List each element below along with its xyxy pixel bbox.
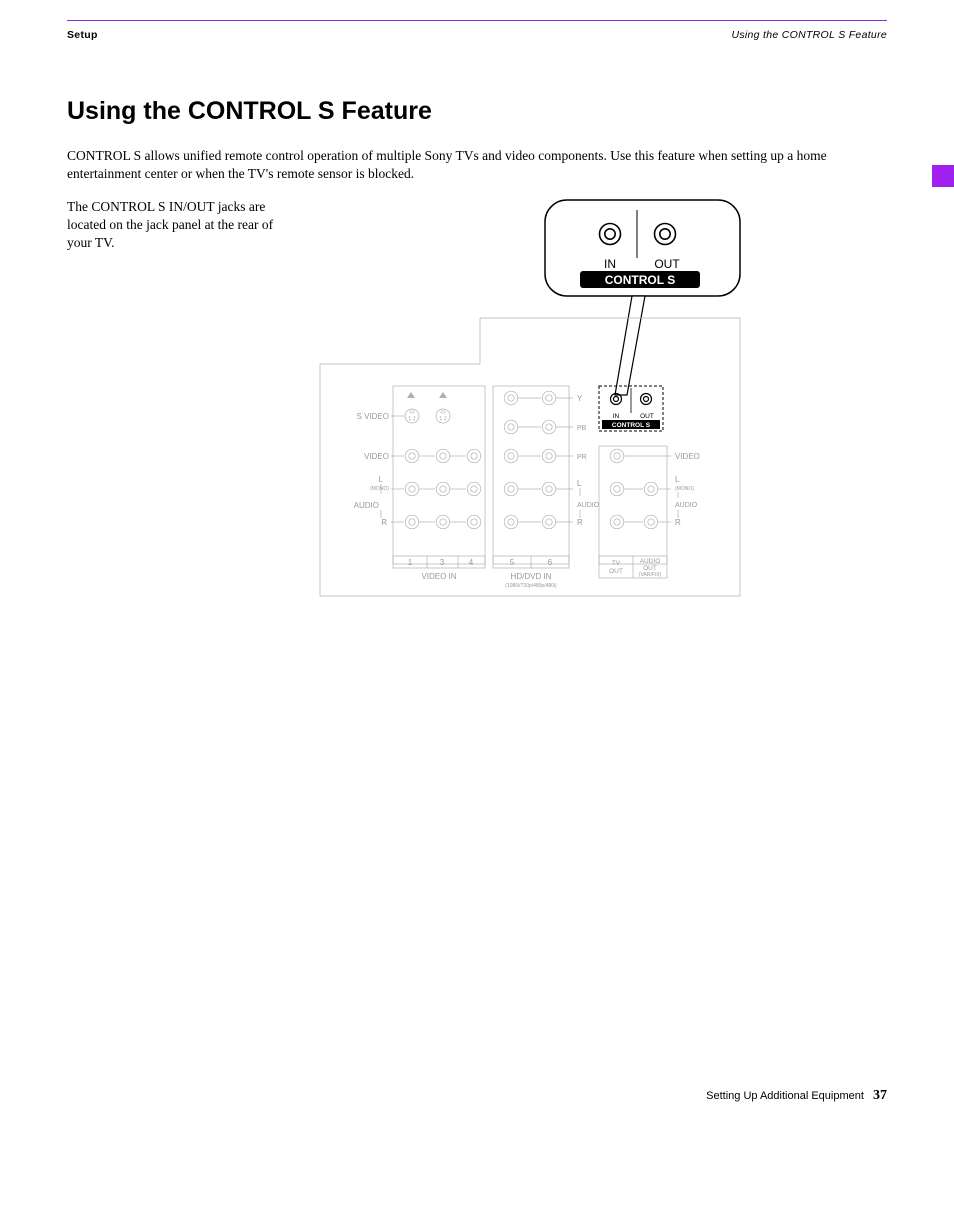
- callout-in-label: IN: [604, 257, 616, 271]
- label-video-left: VIDEO: [364, 452, 389, 461]
- callout-banner-label: CONTROL S: [605, 273, 675, 287]
- svg-text:AUDIO: AUDIO: [675, 502, 698, 509]
- intro-paragraph: CONTROL S allows unified remote control …: [67, 147, 887, 183]
- svg-text:PR: PR: [577, 454, 587, 461]
- right-column: IN OUT CONTROL S: [315, 198, 887, 618]
- jacks-paragraph: The CONTROL S IN/OUT jacks are located o…: [67, 198, 287, 253]
- label-hddvd-sub: (1080i/720p/480p/480i): [505, 583, 557, 589]
- header-left: Setup: [67, 29, 98, 41]
- svg-text:1: 1: [408, 558, 413, 567]
- svg-text:OUT: OUT: [643, 565, 657, 572]
- page: Setup Using the CONTROL S Feature Using …: [0, 0, 954, 1164]
- svg-text:OUT: OUT: [609, 568, 623, 575]
- header-right: Using the CONTROL S Feature: [731, 29, 887, 41]
- svg-text:AUDIO: AUDIO: [640, 558, 661, 565]
- svg-text:PB: PB: [577, 425, 587, 432]
- svg-text:(VAR/FIX): (VAR/FIX): [639, 572, 662, 578]
- label-hddvd-in: HD/DVD IN: [511, 572, 552, 581]
- callout-bubble: IN OUT CONTROL S: [545, 200, 740, 395]
- label-video-in: VIDEO IN: [421, 572, 456, 581]
- side-tab: [932, 165, 954, 187]
- svg-text:3: 3: [440, 558, 445, 567]
- footer: Setting Up Additional Equipment 37: [67, 1088, 887, 1104]
- svg-text:R: R: [675, 518, 681, 527]
- label-l-left: L: [379, 475, 384, 484]
- svg-text:L: L: [577, 479, 582, 488]
- svg-text:OUT: OUT: [640, 413, 654, 420]
- svg-text:R: R: [577, 518, 583, 527]
- left-column: The CONTROL S IN/OUT jacks are located o…: [67, 198, 287, 267]
- svg-text:(MONO): (MONO): [675, 486, 694, 492]
- svg-text:5: 5: [510, 558, 515, 567]
- footer-page: 37: [873, 1088, 887, 1103]
- svg-text:VIDEO: VIDEO: [675, 452, 700, 461]
- label-audio-left: AUDIO: [354, 501, 379, 510]
- footer-text: Setting Up Additional Equipment: [706, 1090, 864, 1102]
- svg-text:IN: IN: [613, 413, 620, 420]
- label-mono-left: (MONO): [370, 486, 389, 492]
- rear-panel-diagram: IN OUT CONTROL S: [315, 198, 745, 618]
- svg-text:4: 4: [469, 558, 474, 567]
- label-svideo: S VIDEO: [357, 412, 389, 421]
- svg-text:Y: Y: [577, 394, 583, 403]
- content-row: The CONTROL S IN/OUT jacks are located o…: [67, 198, 887, 618]
- svg-text:TV: TV: [612, 560, 621, 567]
- svg-text:AUDIO: AUDIO: [577, 502, 600, 509]
- svg-text:CONTROL S: CONTROL S: [612, 422, 651, 429]
- running-header: Setup Using the CONTROL S Feature: [67, 29, 887, 41]
- top-rule: [67, 20, 887, 21]
- section-title: Using the CONTROL S Feature: [67, 96, 887, 127]
- svg-text:6: 6: [548, 558, 553, 567]
- callout-out-label: OUT: [654, 257, 680, 271]
- label-r-left: R: [381, 518, 387, 527]
- svg-text:L: L: [675, 475, 680, 484]
